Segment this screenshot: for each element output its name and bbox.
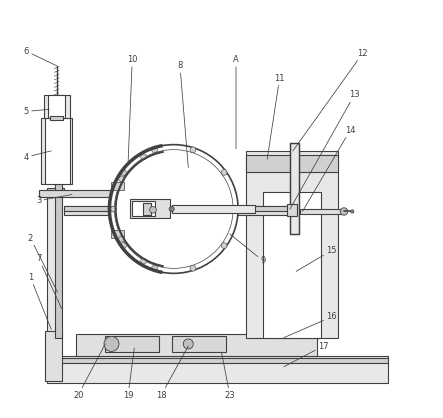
Circle shape [152,265,157,271]
Circle shape [190,147,196,153]
Text: 13: 13 [290,90,360,209]
Bar [105,336,159,352]
Bar [263,192,321,338]
Circle shape [141,258,147,264]
Circle shape [183,339,193,349]
Circle shape [104,336,119,352]
Circle shape [109,145,238,273]
Circle shape [141,154,147,160]
Circle shape [109,206,114,212]
Circle shape [221,243,227,249]
Bar [44,95,70,117]
Bar [132,201,155,217]
Text: 4: 4 [24,151,51,162]
Bar [45,117,70,184]
Text: 3: 3 [36,194,72,205]
Bar [45,331,62,381]
Text: 18: 18 [156,346,188,400]
Circle shape [120,169,126,175]
Bar [39,190,122,196]
Circle shape [169,206,174,212]
Circle shape [221,169,227,175]
Bar [51,115,63,120]
Bar [76,334,317,357]
Circle shape [152,147,157,153]
Bar [64,206,296,211]
Bar [130,199,170,218]
Circle shape [119,176,124,182]
Text: 7: 7 [36,254,62,308]
Bar [287,204,298,216]
Bar [246,155,338,172]
Circle shape [340,208,348,215]
Text: 14: 14 [303,125,355,212]
Circle shape [350,210,354,213]
Circle shape [120,243,126,249]
Text: 15: 15 [296,246,337,271]
Bar [55,180,62,338]
Bar [290,143,299,234]
Text: 19: 19 [123,348,134,400]
Text: 20: 20 [73,344,105,400]
Circle shape [233,206,239,212]
Bar [48,95,66,117]
Text: 5: 5 [24,107,49,116]
Bar [172,336,225,352]
Bar [47,357,388,383]
Bar [299,209,341,214]
Bar [41,117,72,184]
Circle shape [150,206,156,213]
Text: 2: 2 [28,234,58,292]
Text: 10: 10 [127,55,137,163]
Bar [64,206,296,215]
Bar [47,188,64,192]
Text: 17: 17 [284,342,329,367]
Text: 16: 16 [284,313,337,338]
Circle shape [111,206,117,212]
Text: 23: 23 [222,352,235,400]
Bar [112,230,124,238]
Text: 11: 11 [267,74,285,159]
Circle shape [119,236,124,242]
Text: A: A [233,55,239,149]
Circle shape [190,265,196,271]
Bar [47,358,388,363]
Bar [290,143,299,234]
Bar [143,203,151,215]
Bar [47,192,58,338]
Text: 1: 1 [28,273,51,329]
Bar [246,151,338,338]
Bar [172,205,255,213]
Text: 9: 9 [230,234,266,265]
Text: 8: 8 [177,61,188,168]
Text: 12: 12 [293,49,368,151]
Bar [112,182,124,190]
Text: 6: 6 [23,47,57,66]
